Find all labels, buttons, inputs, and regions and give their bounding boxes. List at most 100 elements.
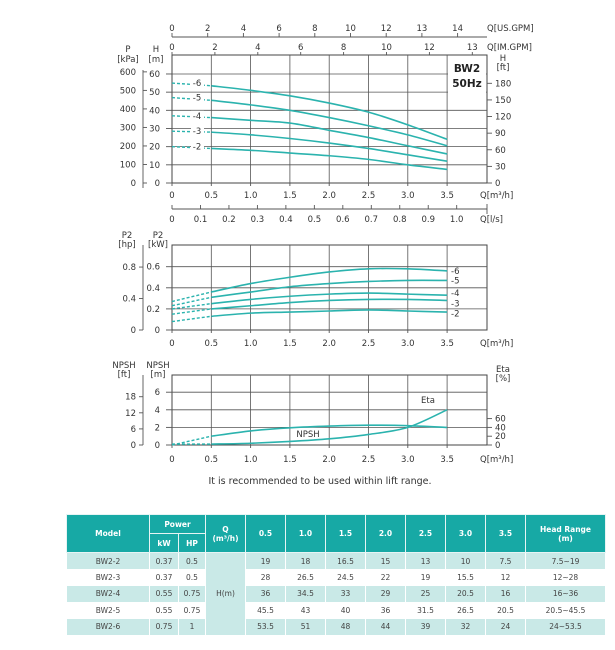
us-gpm-tick-label: 0 [169,24,174,34]
frequency-label: 50Hz [452,78,482,90]
hp-tick-label: 0 [131,326,136,336]
cell-head-range: 24~53.5 [525,618,606,635]
eta-axis-title: Eta [496,365,510,375]
cell-model: BW2-3 [66,569,150,586]
header-flow: 2.0 [365,514,406,553]
im-gpm-tick-label: 8 [341,43,346,53]
y-tick-label: 2 [155,423,160,433]
cell-head: 43 [285,602,326,619]
ls-tick-label: 0.3 [251,215,265,225]
series-curve--3 [211,298,448,310]
cell-head: 10 [445,552,486,570]
us-gpm-tick-label: 14 [452,24,463,34]
ls-tick-label: 0 [169,215,174,225]
y-axis-title: H [153,45,159,55]
series-curve--2 [211,147,448,171]
y-tick-label: 0.2 [146,305,160,315]
header-q-unit: (m³/h) [212,533,239,543]
ls-tick-label: 0.1 [194,215,208,225]
us-gpm-tick-label: 12 [381,24,392,34]
series-label-bg [191,110,204,121]
cell-head-range: 20.5~45.5 [525,602,606,619]
x-tick-label: 2.5 [362,191,376,201]
cell-head: 24.5 [325,569,366,586]
series-label: -6 [451,267,459,277]
ft-tick-label: 60 [495,146,506,156]
cell-head: 15 [365,552,406,570]
cell-head: 48 [325,618,366,635]
ls-tick-label: 0.9 [421,215,435,225]
cell-head: 16 [485,585,526,603]
y-tick-label: 50 [149,88,160,98]
im-gpm-tick-label: 12 [424,43,435,53]
cell-head: 25 [405,585,446,603]
cell-hp: 1 [178,618,206,635]
series-label-bg [191,78,204,89]
cell-head: 24 [485,618,526,635]
ft-tick-label: 90 [495,129,506,139]
y-tick-label: 40 [149,106,160,116]
y-tick-label: 0.4 [146,284,160,294]
series-extrapolated--5 [171,296,212,307]
cell-head: 51 [285,618,326,635]
us-gpm-tick-label: 8 [312,24,317,34]
x-axis-label: Q[m³/h] [480,455,513,465]
y-axis-unit: [kW] [148,240,168,250]
kpa-axis-title: P [125,45,130,55]
x-tick-label: 3.0 [401,191,415,201]
ft-tick-label: 180 [495,79,511,89]
series-label-bg [191,92,204,103]
cell-model: BW2-4 [66,585,150,603]
y-tick-label: 20 [149,143,160,153]
x-tick-label: 0 [169,191,174,201]
x-tick-label: 1.5 [283,191,297,201]
hp-tick-label: 0.4 [122,295,136,305]
ls-axis-label: Q[l/s] [480,215,503,225]
table-row: BW2-2 0.37 0.5 H(m) 19 18 16.5 15 13 10 7.5 7.5~19 [66,552,606,635]
series-curve--4 [211,116,448,155]
im-gpm-axis-label: Q[IM.GPM] [487,43,532,53]
npsh-ft-axis-unit: [ft] [118,370,131,380]
series-curve--6 [211,84,448,141]
us-gpm-axis-label: Q[US.GPM] [487,24,534,34]
ls-tick-label: 0.2 [222,215,236,225]
y-axis-title: P2 [153,231,164,241]
y-tick-label: 0.6 [146,263,160,273]
header-hp: HP [178,533,206,553]
x-tick-label: 1.0 [244,191,258,201]
us-gpm-tick-label: 2 [205,24,210,34]
series-label: -6 [193,79,201,89]
cell-model: BW2-5 [66,602,150,619]
npsh-ft-tick-label: 0 [131,441,136,451]
ls-tick-label: 0.7 [365,215,379,225]
cell-hp: 0.5 [178,552,206,570]
x-tick-label: 1.5 [283,455,297,465]
header-flow: 0.5 [245,514,286,553]
header-head-range-unit: (m) [558,533,573,543]
series-label-bg [191,141,204,152]
hp-tick-label: 0.8 [122,263,136,273]
y-tick-label: 10 [149,161,160,171]
cell-head-range: 16~36 [525,585,606,603]
cell-hp: 0.75 [178,585,206,603]
cell-head: 12 [485,569,526,586]
header-flow: 2.5 [405,514,446,553]
cell-head: 19 [405,569,446,586]
y-tick-label: 4 [155,406,160,416]
kpa-tick-label: 0 [131,179,136,189]
x-tick-label: 0 [169,455,174,465]
x-tick-label: 0.5 [205,455,219,465]
series-label: -5 [193,94,201,104]
cell-head: 33 [325,585,366,603]
x-tick-label: 1.5 [283,339,297,349]
cell-head: 44 [365,618,406,635]
ft-axis-title: H [500,54,506,64]
cell-head: 26.5 [285,569,326,586]
y-tick-label: 6 [155,388,160,398]
series-extrapolated--2 [171,315,212,323]
cell-head: 16.5 [325,552,366,570]
ls-tick-label: 0.5 [308,215,322,225]
kpa-axis-unit: [kPa] [117,55,139,65]
ft-axis-unit: [ft] [497,63,510,73]
im-gpm-tick-label: 13 [467,43,478,53]
